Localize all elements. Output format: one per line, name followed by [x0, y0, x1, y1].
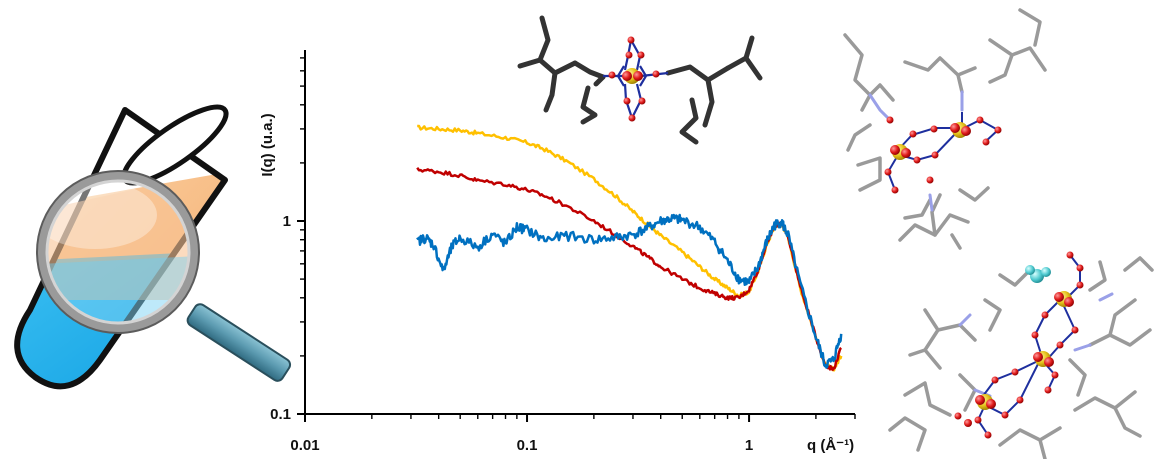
molecule-cluster-icon	[888, 251, 1154, 459]
y-tick-label: 0.1	[270, 406, 291, 423]
y-tick-label: 1	[283, 213, 291, 230]
series-line-blue	[416, 213, 843, 369]
water-molecule-icon	[1025, 265, 1051, 283]
series-line-red	[416, 167, 843, 371]
molecule-dimer-icon	[843, 8, 1047, 250]
molecule-top-icon	[517, 15, 763, 145]
chart-series	[416, 124, 843, 372]
x-tick-label: 0.01	[290, 437, 319, 454]
saxs-chart: 0.01 0.1 1 0.1 1 I(q) (u.a.) q (Å⁻¹)	[259, 50, 856, 454]
y-axis-title: I(q) (u.a.)	[259, 113, 276, 176]
x-tick-label: 1	[745, 437, 753, 454]
axis-tick-labels: 0.01 0.1 1 0.1 1	[270, 213, 753, 454]
x-axis-title: q (Å⁻¹)	[807, 437, 854, 454]
axis-ticks	[297, 57, 856, 422]
x-tick-label: 0.1	[517, 437, 538, 454]
